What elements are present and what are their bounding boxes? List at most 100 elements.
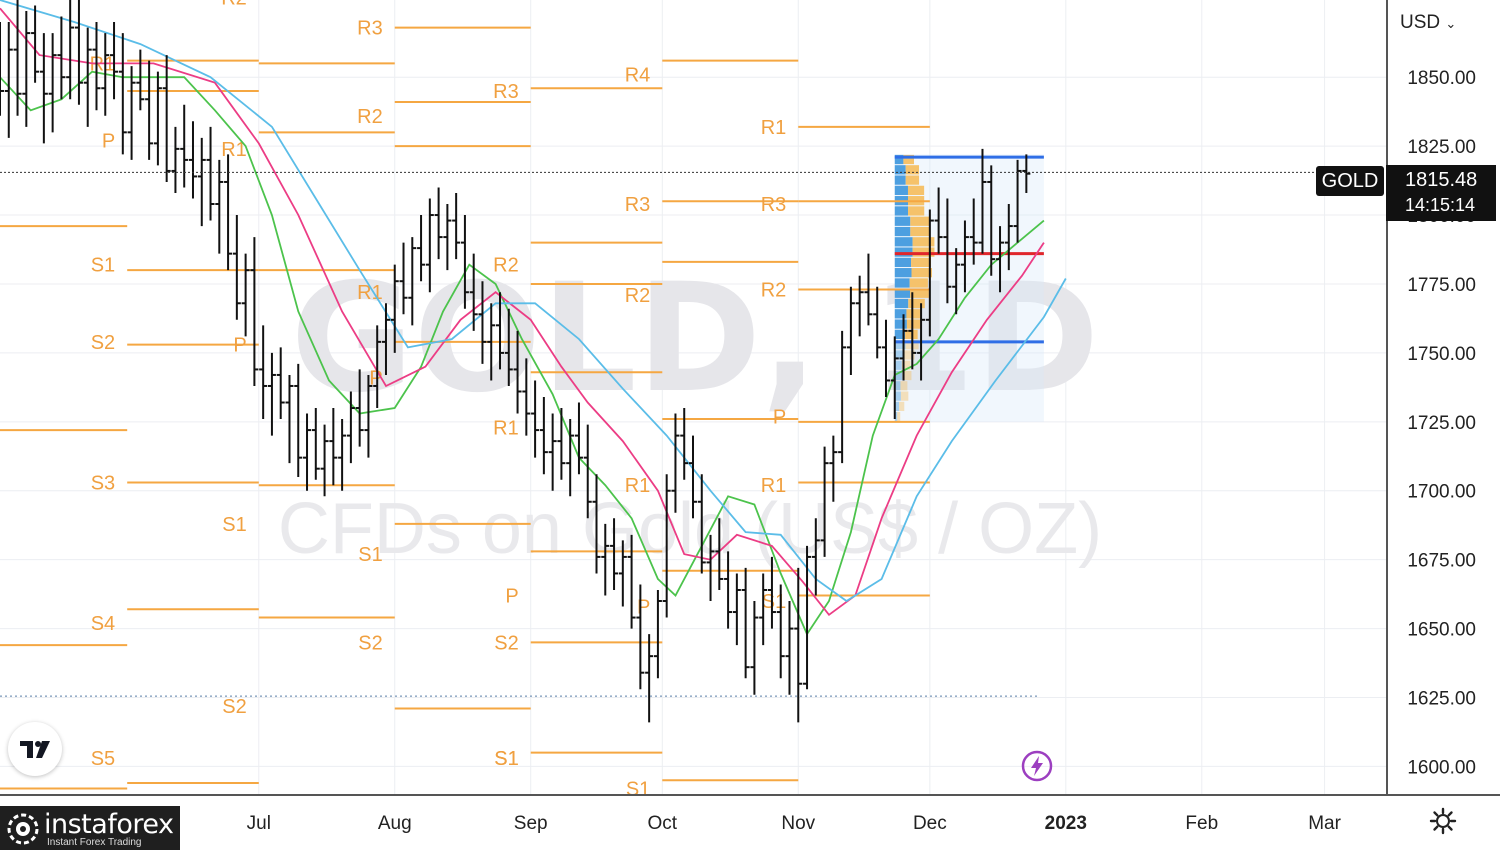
ohlc-bar <box>136 49 145 111</box>
ohlc-bar <box>803 545 812 690</box>
x-tick-label: Mar <box>1308 813 1341 834</box>
x-tick-label: 2023 <box>1045 813 1087 834</box>
ohlc-bar <box>267 352 276 436</box>
pivot-label: R4 <box>625 64 651 86</box>
profile-row-sell <box>911 268 932 278</box>
lightning-icon[interactable] <box>1021 750 1053 782</box>
ohlc-bar <box>57 16 66 100</box>
ohlc-bar <box>697 474 706 574</box>
profile-row-sell <box>910 226 930 237</box>
ohlc-bar <box>311 408 320 480</box>
ohlc-bar <box>434 187 443 260</box>
profile-row-sell <box>905 165 920 175</box>
ohlc-bar <box>224 154 233 271</box>
profile-row-buy <box>894 165 906 175</box>
ohlc-bar <box>162 55 171 182</box>
ohlc-bar <box>680 408 689 480</box>
ohlc-bar <box>531 380 540 458</box>
currency-dropdown[interactable]: USD ⌄ <box>1400 12 1456 34</box>
profile-row-buy <box>894 340 906 350</box>
profile-row-buy <box>894 319 907 329</box>
pivot-label: S1 <box>762 591 786 613</box>
ohlc-bar <box>996 226 1005 293</box>
profile-row-buy <box>894 401 900 412</box>
x-tick-label: Dec <box>913 813 947 834</box>
profile-row-buy <box>894 412 898 422</box>
ohlc-bar <box>899 314 908 381</box>
profile-row-buy <box>894 185 908 196</box>
ohlc-bar <box>425 198 434 293</box>
ohlc-bar <box>522 358 531 436</box>
pivot-label: S2 <box>91 332 115 354</box>
ohlc-bar <box>829 435 838 502</box>
ohlc-bar <box>952 248 961 315</box>
ohlc-bar <box>285 374 294 464</box>
ohlc-bar <box>92 22 101 111</box>
pivot-label: R2 <box>625 285 651 307</box>
ohlc-bar <box>689 435 697 519</box>
y-tick-label: 1775.00 <box>1407 275 1476 296</box>
profile-row-sell <box>912 237 935 247</box>
chevron-down-icon: ⌄ <box>1445 16 1457 31</box>
gear-icon[interactable] <box>1428 806 1458 836</box>
profile-row-sell <box>903 350 915 360</box>
ohlc-bar <box>469 253 478 331</box>
ohlc-bar <box>180 104 189 188</box>
y-tick-label: 1750.00 <box>1407 344 1476 365</box>
ohlc-bar <box>759 573 768 646</box>
x-tick-label: Nov <box>781 813 815 834</box>
ohlc-bar <box>496 292 505 370</box>
ohlc-bar <box>662 474 671 618</box>
last-price-tag <box>1386 165 1496 221</box>
pivot-label: R2 <box>761 279 787 301</box>
ohlc-bar <box>303 413 312 491</box>
pivot-label: R2 <box>493 255 519 277</box>
pivot-label: R3 <box>625 194 651 216</box>
ohlc-bar <box>513 330 522 414</box>
profile-row-buy <box>894 175 906 185</box>
ohlc-bar <box>610 518 619 590</box>
ohlc-bar <box>478 281 487 364</box>
pivot-label: R3 <box>357 18 383 40</box>
ohlc-bar <box>846 286 855 375</box>
y-tick-label: 1825.00 <box>1407 137 1476 158</box>
ohlc-bar <box>460 215 469 309</box>
profile-row-buy <box>894 309 907 319</box>
profile-row-sell <box>907 185 925 196</box>
ohlc-bar <box>110 22 119 100</box>
ohlc-bar <box>785 601 794 695</box>
ohlc-bar <box>890 336 899 420</box>
profile-row-sell <box>908 206 925 216</box>
ohlc-bar <box>811 518 820 596</box>
ohlc-bar <box>338 419 347 491</box>
profile-row-buy <box>894 216 911 226</box>
ohlc-bar <box>294 363 303 477</box>
grid <box>0 0 1386 794</box>
ohlc-bar <box>925 209 934 337</box>
symbol-price-tag: GOLD <box>1316 166 1384 196</box>
price-axis-panel <box>1386 0 1500 850</box>
ohlc-bar <box>618 540 627 607</box>
profile-row-buy <box>894 391 901 401</box>
pivot-label: S1 <box>494 748 518 770</box>
ohlc-bar <box>724 551 733 629</box>
ohlc-bar <box>381 303 390 375</box>
ohlc-bar <box>750 601 759 695</box>
ohlc-bar <box>118 33 127 155</box>
profile-row-sell <box>905 175 920 185</box>
pivot-label: P <box>233 335 246 357</box>
pivot-label: S2 <box>494 632 518 654</box>
ohlc-bar <box>443 204 452 271</box>
pivot-label: S1 <box>358 544 382 566</box>
profile-row-sell <box>906 319 922 329</box>
ohlc-bar <box>399 242 408 315</box>
profile-row-buy <box>894 268 912 278</box>
tradingview-logo-icon[interactable] <box>8 722 62 776</box>
pivot-label: R2 <box>357 106 383 128</box>
ohlc-bar <box>943 198 952 304</box>
y-tick-label: 1675.00 <box>1407 551 1476 572</box>
ohlc-bar <box>574 402 583 475</box>
